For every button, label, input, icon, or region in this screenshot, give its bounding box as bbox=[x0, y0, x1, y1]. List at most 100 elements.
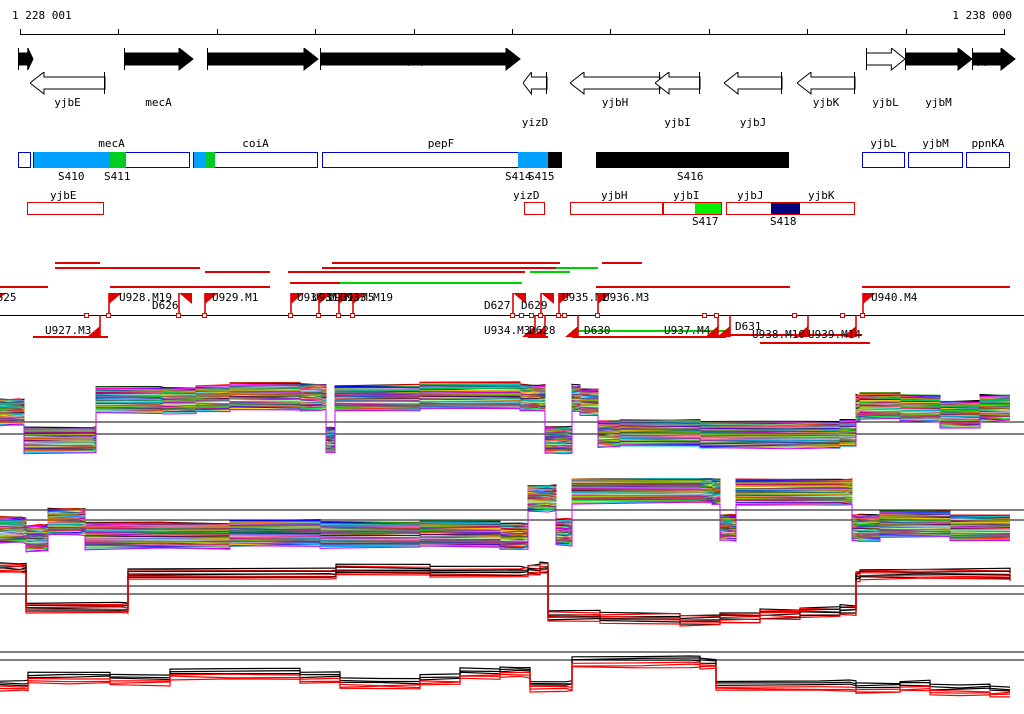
segment-gene-label: ppnKA bbox=[971, 137, 1005, 150]
gene-arrow[interactable] bbox=[866, 48, 907, 72]
tu-promoter-flag[interactable] bbox=[558, 293, 573, 315]
tu-terminator-flag[interactable] bbox=[86, 315, 101, 337]
tu-baseline-tick bbox=[176, 313, 181, 318]
gene-label: yjbL bbox=[872, 96, 899, 109]
gene-label: yjbM bbox=[925, 96, 952, 109]
segment-gene-label: yjbM bbox=[922, 137, 949, 150]
rna-feature-fill[interactable] bbox=[695, 203, 721, 214]
segment-box[interactable] bbox=[193, 152, 318, 168]
tu-promoter-flag[interactable] bbox=[290, 293, 305, 315]
tu-baseline-tick bbox=[562, 313, 567, 318]
tu-feature-label: U933.M19 bbox=[340, 291, 393, 304]
gene-arrow[interactable] bbox=[905, 48, 974, 72]
segment-fill[interactable] bbox=[110, 152, 126, 168]
gene-arrow[interactable] bbox=[207, 48, 320, 72]
tu-upper-line bbox=[556, 267, 598, 269]
gene-arrow[interactable] bbox=[18, 48, 35, 72]
expression-panel-multicolor-1 bbox=[0, 378, 1024, 468]
gene-arrow[interactable] bbox=[523, 72, 549, 96]
segment-fill[interactable] bbox=[34, 152, 110, 168]
gene-arrow[interactable] bbox=[655, 72, 702, 96]
gene-arrow[interactable] bbox=[797, 72, 857, 96]
tu-terminator-flag[interactable] bbox=[842, 315, 857, 337]
gene-arrow[interactable] bbox=[320, 48, 522, 72]
rna-feature-fill[interactable] bbox=[771, 203, 800, 214]
segment-box[interactable] bbox=[908, 152, 963, 168]
tu-lower-line bbox=[572, 330, 726, 332]
tu-feature-label: U625 bbox=[0, 291, 17, 304]
tu-feature-label: U939.M14 bbox=[808, 328, 861, 341]
ruler-tick bbox=[216, 29, 218, 35]
tu-feature-label: U936.M3 bbox=[603, 291, 650, 304]
tu-baseline-tick bbox=[316, 313, 321, 318]
segment-fill[interactable] bbox=[205, 152, 215, 168]
tu-terminator-flag[interactable] bbox=[564, 315, 579, 337]
gene-label: coiA bbox=[249, 54, 276, 67]
tu-terminator-flag[interactable] bbox=[716, 315, 731, 337]
tu-promoter-flag[interactable] bbox=[352, 293, 367, 315]
segment-box[interactable] bbox=[862, 152, 905, 168]
tu-promoter-flag[interactable] bbox=[204, 293, 219, 315]
tu-promoter-flag[interactable] bbox=[338, 293, 353, 315]
gene-arrow-track: yjbE mecA coiA pepF yizD yjbH yjbI bbox=[0, 44, 1024, 134]
tu-feature-label: D631 bbox=[735, 320, 762, 333]
tu-baseline-tick bbox=[519, 313, 524, 318]
tu-feature-label: D629 bbox=[521, 299, 548, 312]
tu-promoter-flag[interactable] bbox=[862, 293, 877, 315]
transcription-unit-track: U625 U928.M19 D626 U929.M1 U930.M2 U931.… bbox=[0, 258, 1024, 356]
tu-promoter-flag[interactable] bbox=[318, 293, 333, 315]
tu-upper-line bbox=[55, 267, 200, 269]
gene-arrow[interactable] bbox=[972, 48, 1017, 72]
segment-box[interactable] bbox=[18, 152, 31, 168]
tu-feature-label: D626 bbox=[152, 299, 179, 312]
segment-gene-label: coiA bbox=[242, 137, 269, 150]
tu-feature-label: U929.M1 bbox=[212, 291, 259, 304]
tu-upper-line bbox=[862, 286, 1010, 288]
tu-promoter-flag[interactable] bbox=[512, 293, 527, 315]
gene-arrow[interactable] bbox=[124, 48, 195, 72]
tu-feature-label: U938.M10 bbox=[752, 328, 805, 341]
tu-baseline-tick bbox=[840, 313, 845, 318]
segment-gene-label: pepF bbox=[427, 137, 455, 150]
tu-terminator-flag[interactable] bbox=[794, 315, 809, 337]
tu-lower-line bbox=[33, 336, 108, 338]
tu-terminator-flag[interactable] bbox=[521, 315, 536, 337]
tu-promoter-flag[interactable] bbox=[0, 293, 7, 315]
segment-box[interactable] bbox=[966, 152, 1010, 168]
tu-feature-label: U934.M3 bbox=[484, 324, 531, 337]
rna-feature-box[interactable] bbox=[524, 202, 545, 215]
tu-baseline-tick bbox=[529, 313, 534, 318]
tu-upper-line bbox=[110, 286, 270, 288]
gene-label: ppnKA bbox=[976, 54, 1011, 67]
ruler-tick bbox=[708, 29, 710, 35]
ruler-tick bbox=[413, 29, 415, 35]
segment-fill[interactable] bbox=[518, 152, 548, 168]
tu-baseline-tick bbox=[336, 313, 341, 318]
tu-baseline-tick bbox=[860, 313, 865, 318]
tu-promoter-flag[interactable] bbox=[597, 293, 612, 315]
gene-arrow[interactable] bbox=[724, 72, 784, 96]
rna-feature-box[interactable] bbox=[570, 202, 663, 215]
tu-terminator-flag[interactable] bbox=[704, 315, 719, 337]
gene-label: yjbE bbox=[54, 96, 81, 109]
segment-fill[interactable] bbox=[548, 152, 562, 168]
tu-promoter-flag[interactable] bbox=[108, 293, 123, 315]
rna-feature-label: yjbE bbox=[50, 189, 77, 202]
tu-promoter-flag[interactable] bbox=[178, 293, 193, 315]
tu-upper-line bbox=[55, 262, 100, 264]
gene-arrow[interactable] bbox=[570, 72, 662, 96]
segment-box[interactable] bbox=[596, 152, 789, 168]
rna-feature-box[interactable] bbox=[27, 202, 104, 215]
tu-feature-label: U940.M4 bbox=[871, 291, 918, 304]
gene-arrow[interactable] bbox=[30, 72, 107, 96]
tu-promoter-flag[interactable] bbox=[540, 293, 555, 315]
ruler-tick bbox=[512, 29, 513, 35]
segment-fill[interactable] bbox=[194, 152, 205, 168]
ruler-tick bbox=[1004, 29, 1005, 35]
tu-terminator-flag[interactable] bbox=[531, 315, 546, 337]
tu-feature-label: U935.M2 bbox=[562, 291, 609, 304]
tu-upper-line bbox=[530, 271, 570, 273]
tu-upper-line bbox=[288, 271, 525, 273]
coordinate-ruler: 1 228 001 1 238 000 bbox=[0, 0, 1024, 40]
